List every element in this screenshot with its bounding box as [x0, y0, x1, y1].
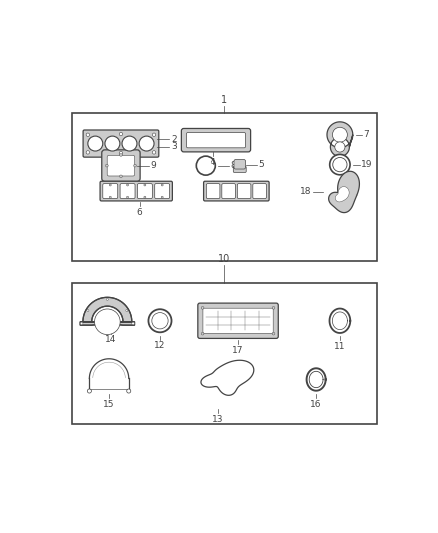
Circle shape [87, 310, 89, 312]
FancyBboxPatch shape [234, 159, 246, 169]
Text: 11: 11 [334, 342, 346, 351]
Circle shape [330, 155, 350, 175]
Text: 7: 7 [363, 130, 369, 139]
FancyBboxPatch shape [102, 150, 140, 181]
Text: 8: 8 [230, 161, 237, 170]
Circle shape [144, 184, 146, 186]
Circle shape [201, 332, 204, 335]
Circle shape [109, 184, 111, 186]
Circle shape [148, 309, 172, 332]
Text: 14: 14 [105, 335, 117, 344]
Polygon shape [201, 360, 254, 395]
Circle shape [86, 151, 89, 154]
Circle shape [127, 389, 131, 393]
Circle shape [200, 159, 212, 172]
Circle shape [144, 196, 146, 198]
FancyBboxPatch shape [155, 184, 170, 199]
Circle shape [132, 322, 134, 325]
Bar [72, 113, 377, 261]
Circle shape [196, 156, 215, 175]
FancyBboxPatch shape [100, 181, 173, 201]
Circle shape [152, 151, 156, 154]
Circle shape [272, 332, 275, 335]
Text: 10: 10 [219, 254, 230, 264]
Circle shape [122, 136, 137, 151]
Circle shape [95, 309, 120, 335]
Polygon shape [307, 368, 325, 391]
FancyBboxPatch shape [204, 181, 269, 201]
Text: 1: 1 [222, 94, 227, 104]
Circle shape [106, 164, 108, 167]
Circle shape [119, 132, 123, 136]
Text: 9: 9 [151, 161, 156, 170]
Text: 13: 13 [212, 415, 223, 424]
Circle shape [127, 196, 129, 198]
FancyBboxPatch shape [222, 184, 235, 199]
Circle shape [161, 184, 163, 186]
Circle shape [80, 322, 83, 325]
FancyBboxPatch shape [233, 166, 246, 172]
Circle shape [127, 184, 129, 186]
Circle shape [134, 164, 136, 167]
Circle shape [87, 389, 92, 393]
Text: 2: 2 [171, 135, 177, 144]
FancyBboxPatch shape [206, 184, 220, 199]
Text: 6: 6 [137, 208, 142, 217]
Circle shape [126, 310, 128, 312]
Text: 16: 16 [311, 400, 322, 409]
FancyBboxPatch shape [198, 303, 278, 338]
Circle shape [152, 313, 168, 329]
FancyBboxPatch shape [181, 128, 251, 152]
Polygon shape [329, 309, 350, 333]
Text: 18: 18 [300, 187, 312, 196]
Circle shape [120, 175, 122, 177]
Text: 5: 5 [258, 160, 264, 169]
Text: 12: 12 [154, 342, 166, 351]
Circle shape [161, 196, 163, 198]
Text: 15: 15 [103, 400, 115, 408]
Text: 3: 3 [171, 142, 177, 151]
Circle shape [335, 142, 345, 152]
Polygon shape [80, 297, 134, 325]
Circle shape [106, 298, 108, 300]
Circle shape [272, 306, 275, 309]
Circle shape [86, 133, 89, 136]
Text: 19: 19 [361, 160, 373, 169]
FancyBboxPatch shape [120, 184, 135, 199]
FancyBboxPatch shape [203, 308, 273, 333]
FancyBboxPatch shape [83, 130, 159, 157]
FancyBboxPatch shape [253, 184, 266, 199]
FancyBboxPatch shape [103, 184, 118, 199]
Circle shape [119, 151, 123, 155]
FancyBboxPatch shape [187, 133, 246, 148]
Circle shape [105, 136, 120, 151]
Circle shape [88, 136, 103, 151]
Polygon shape [336, 187, 349, 202]
Circle shape [332, 127, 347, 142]
FancyBboxPatch shape [237, 184, 251, 199]
Circle shape [333, 157, 347, 172]
FancyBboxPatch shape [107, 155, 135, 176]
Circle shape [120, 154, 122, 156]
Circle shape [152, 133, 156, 136]
Polygon shape [327, 122, 353, 157]
Circle shape [201, 306, 204, 309]
FancyBboxPatch shape [138, 184, 152, 199]
Text: 17: 17 [232, 345, 244, 354]
Bar [72, 282, 377, 424]
Text: 4: 4 [210, 158, 215, 167]
Circle shape [109, 196, 111, 198]
Circle shape [139, 136, 154, 151]
Polygon shape [328, 171, 360, 213]
